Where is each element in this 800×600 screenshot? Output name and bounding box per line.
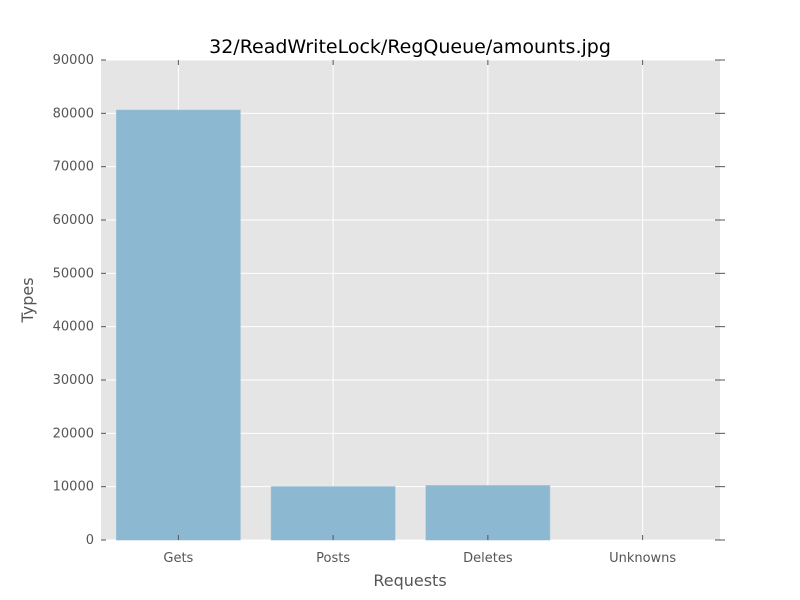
x-tick-label: Posts bbox=[316, 551, 350, 566]
bars bbox=[115, 109, 551, 541]
x-axis-label: Requests bbox=[373, 571, 446, 590]
y-tick-label: 10000 bbox=[53, 480, 94, 495]
x-tick-label: Unknowns bbox=[609, 551, 676, 566]
y-tick-label: 90000 bbox=[53, 53, 94, 68]
y-tick-label: 30000 bbox=[53, 373, 94, 388]
y-tick-label: 20000 bbox=[53, 426, 94, 441]
bar-gets bbox=[115, 109, 241, 541]
y-tick-label: 40000 bbox=[53, 320, 94, 335]
y-tick-label: 60000 bbox=[53, 213, 94, 228]
bar-posts bbox=[270, 486, 396, 541]
x-tick-label: Gets bbox=[163, 551, 193, 566]
axis-ticks: 0 10000 20000 30000 40000 50000 60000 70000 8000… bbox=[53, 53, 725, 566]
y-tick-label: 80000 bbox=[53, 106, 94, 121]
x-tick-label: Deletes bbox=[463, 551, 513, 566]
y-axis-label: Types bbox=[18, 277, 37, 323]
y-tick-label: 50000 bbox=[53, 266, 94, 281]
y-tick-label: 70000 bbox=[53, 160, 94, 175]
y-tick-label: 0 bbox=[86, 533, 94, 548]
bar-deletes bbox=[425, 485, 551, 541]
chart-title: 32/ReadWriteLock/RegQueue/amounts.jpg bbox=[209, 36, 611, 58]
